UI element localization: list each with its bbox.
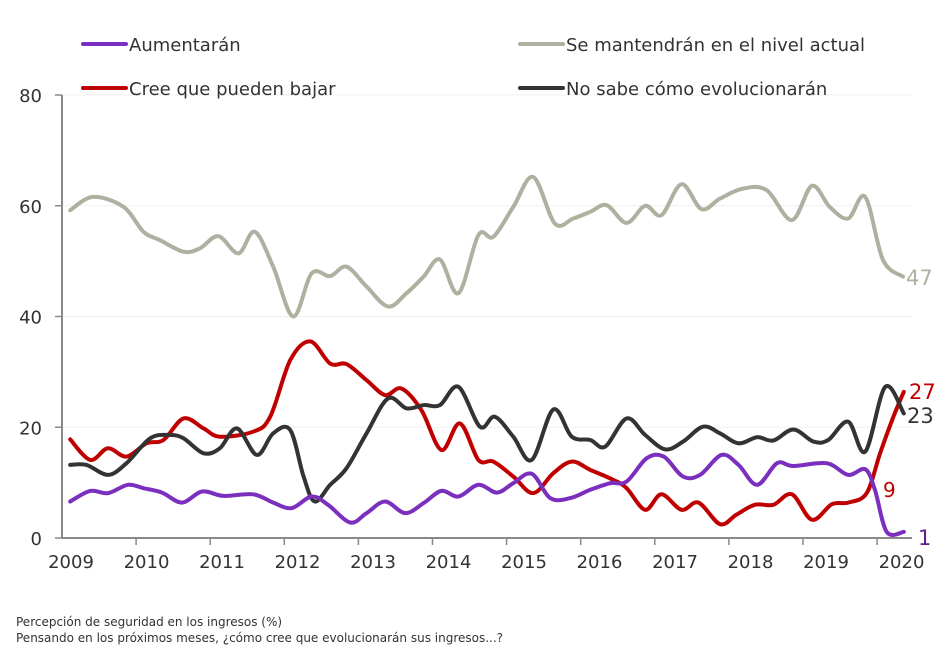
footer-title: Percepción de seguridad en los ingresos … xyxy=(16,615,283,629)
x-tick-label: 2011 xyxy=(199,552,245,573)
series-lines xyxy=(68,174,906,537)
series-line-2 xyxy=(68,339,906,527)
legend-label: Se mantendrán en el nivel actual xyxy=(566,35,865,56)
x-tick-label: 2012 xyxy=(275,552,321,573)
end-label: 47 xyxy=(906,266,933,290)
y-tick-label: 80 xyxy=(19,86,42,107)
x-tick-label: 2010 xyxy=(124,552,170,573)
end-label: 27 xyxy=(909,380,936,404)
footer-subtitle: Pensando en los próximos meses, ¿cómo cr… xyxy=(16,631,504,645)
legend-label: No sabe cómo evolucionarán xyxy=(566,79,827,100)
series-line-1 xyxy=(68,174,905,319)
x-tick-label: 2016 xyxy=(577,552,623,573)
y-tick-label: 60 xyxy=(19,197,42,218)
end-label: 1 xyxy=(918,526,931,550)
x-tick-label: 2013 xyxy=(350,552,396,573)
y-tick-label: 20 xyxy=(19,418,42,439)
series-line-0 xyxy=(68,452,906,537)
line-chart: 0 20 40 60 80 2009 2010 2011 2012 2013 2014 2015 201… xyxy=(19,35,936,573)
x-tick-label: 2020 xyxy=(879,552,925,573)
series-line-3 xyxy=(68,383,906,504)
end-label: 23 xyxy=(907,404,934,428)
legend-label: Aumentarán xyxy=(129,35,241,56)
x-tick-label: 2017 xyxy=(652,552,698,573)
y-tick-label: 0 xyxy=(31,529,42,550)
x-tick-label: 2015 xyxy=(501,552,547,573)
x-tick-label: 2009 xyxy=(48,552,94,573)
y-tick-label: 40 xyxy=(19,308,42,329)
x-tick-label: 2014 xyxy=(426,552,472,573)
x-tick-label: 2018 xyxy=(728,552,774,573)
annotation-label: 9 xyxy=(883,478,896,502)
legend: Aumentarán Se mantendrán en el nivel actu… xyxy=(81,35,865,100)
axes: 0 20 40 60 80 2009 2010 2011 2012 2013 2014 2015 201… xyxy=(19,86,924,573)
gridlines xyxy=(62,94,912,428)
x-tick-label: 2019 xyxy=(803,552,849,573)
legend-label: Cree que pueden bajar xyxy=(129,79,336,100)
